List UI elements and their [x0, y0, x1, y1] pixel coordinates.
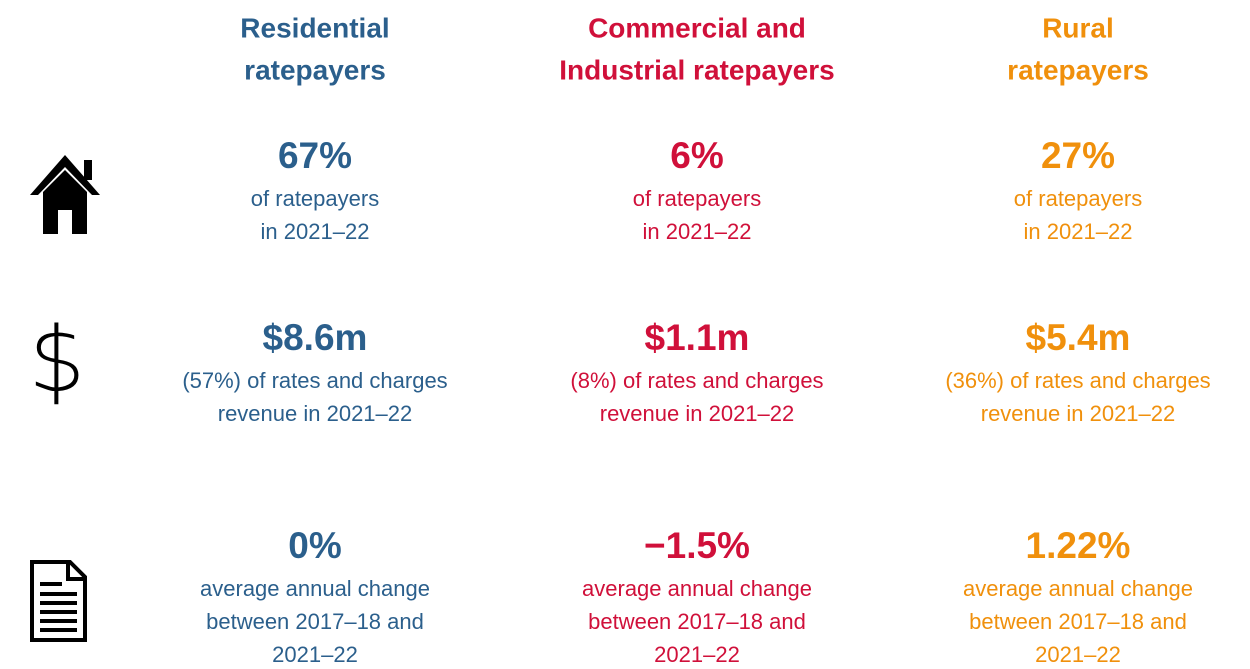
stat-caption: between 2017–18 and — [969, 609, 1187, 634]
svg-text:$: $ — [28, 308, 85, 413]
stat-value: $1.1m — [645, 317, 750, 358]
stat-caption: average annual change — [582, 576, 812, 601]
stat-caption: of ratepayers — [1014, 186, 1142, 211]
stat-caption: of ratepayers — [251, 186, 379, 211]
stat-caption: in 2021–22 — [261, 219, 370, 244]
house-icon — [30, 155, 100, 234]
column-title: ratepayers — [244, 54, 386, 85]
dollar-icon: $ — [28, 308, 85, 413]
stat-caption: revenue in 2021–22 — [218, 401, 413, 426]
stat-caption: average annual change — [200, 576, 430, 601]
stat-caption: between 2017–18 and — [588, 609, 806, 634]
stat-value: 27% — [1041, 135, 1115, 176]
stat-caption: in 2021–22 — [643, 219, 752, 244]
stat-caption: in 2021–22 — [1024, 219, 1133, 244]
column-title: Industrial ratepayers — [559, 54, 834, 85]
stat-caption: 2021–22 — [654, 642, 740, 667]
stat-caption: between 2017–18 and — [206, 609, 424, 634]
stat-value: $5.4m — [1026, 317, 1131, 358]
stat-value: 67% — [278, 135, 352, 176]
stat-caption: revenue in 2021–22 — [981, 401, 1176, 426]
column-title: ratepayers — [1007, 54, 1149, 85]
column-title: Residential — [240, 12, 389, 43]
stat-caption: average annual change — [963, 576, 1193, 601]
stat-caption: revenue in 2021–22 — [600, 401, 795, 426]
stat-caption: (8%) of rates and charges — [570, 368, 823, 393]
stat-caption: (36%) of rates and charges — [945, 368, 1210, 393]
stat-caption: of ratepayers — [633, 186, 761, 211]
stat-value: $8.6m — [263, 317, 368, 358]
stat-caption: 2021–22 — [1035, 642, 1121, 667]
stat-value: 0% — [288, 525, 341, 566]
stat-value: −1.5% — [644, 525, 750, 566]
column-title: Commercial and — [588, 12, 806, 43]
stat-caption: 2021–22 — [272, 642, 358, 667]
column-title: Rural — [1042, 12, 1114, 43]
document-icon — [30, 560, 87, 642]
stat-value: 1.22% — [1026, 525, 1131, 566]
stat-value: 6% — [670, 135, 723, 176]
stat-caption: (57%) of rates and charges — [182, 368, 447, 393]
